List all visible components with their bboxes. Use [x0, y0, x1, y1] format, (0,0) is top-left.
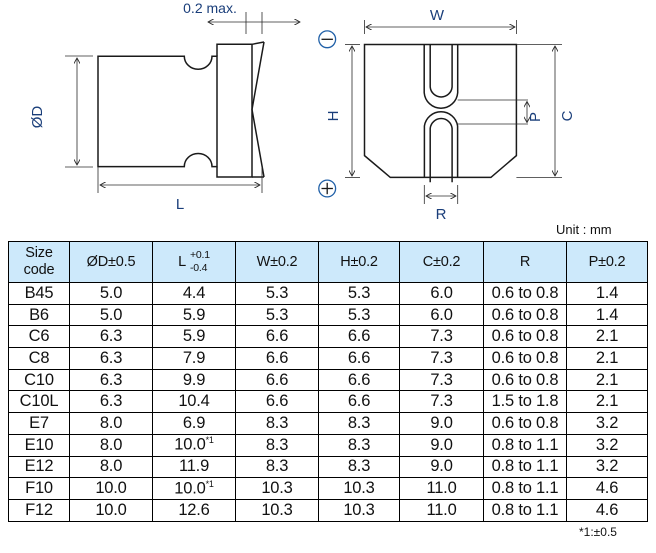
- svg-text:ØD: ØD: [29, 106, 46, 129]
- svg-text:C: C: [559, 110, 576, 121]
- svg-text:W: W: [430, 7, 445, 24]
- svg-text:H: H: [325, 111, 342, 122]
- svg-text:P: P: [527, 112, 544, 122]
- svg-text:0.2 max.: 0.2 max.: [183, 0, 237, 16]
- svg-text:R: R: [436, 206, 447, 223]
- svg-text:L: L: [176, 196, 184, 213]
